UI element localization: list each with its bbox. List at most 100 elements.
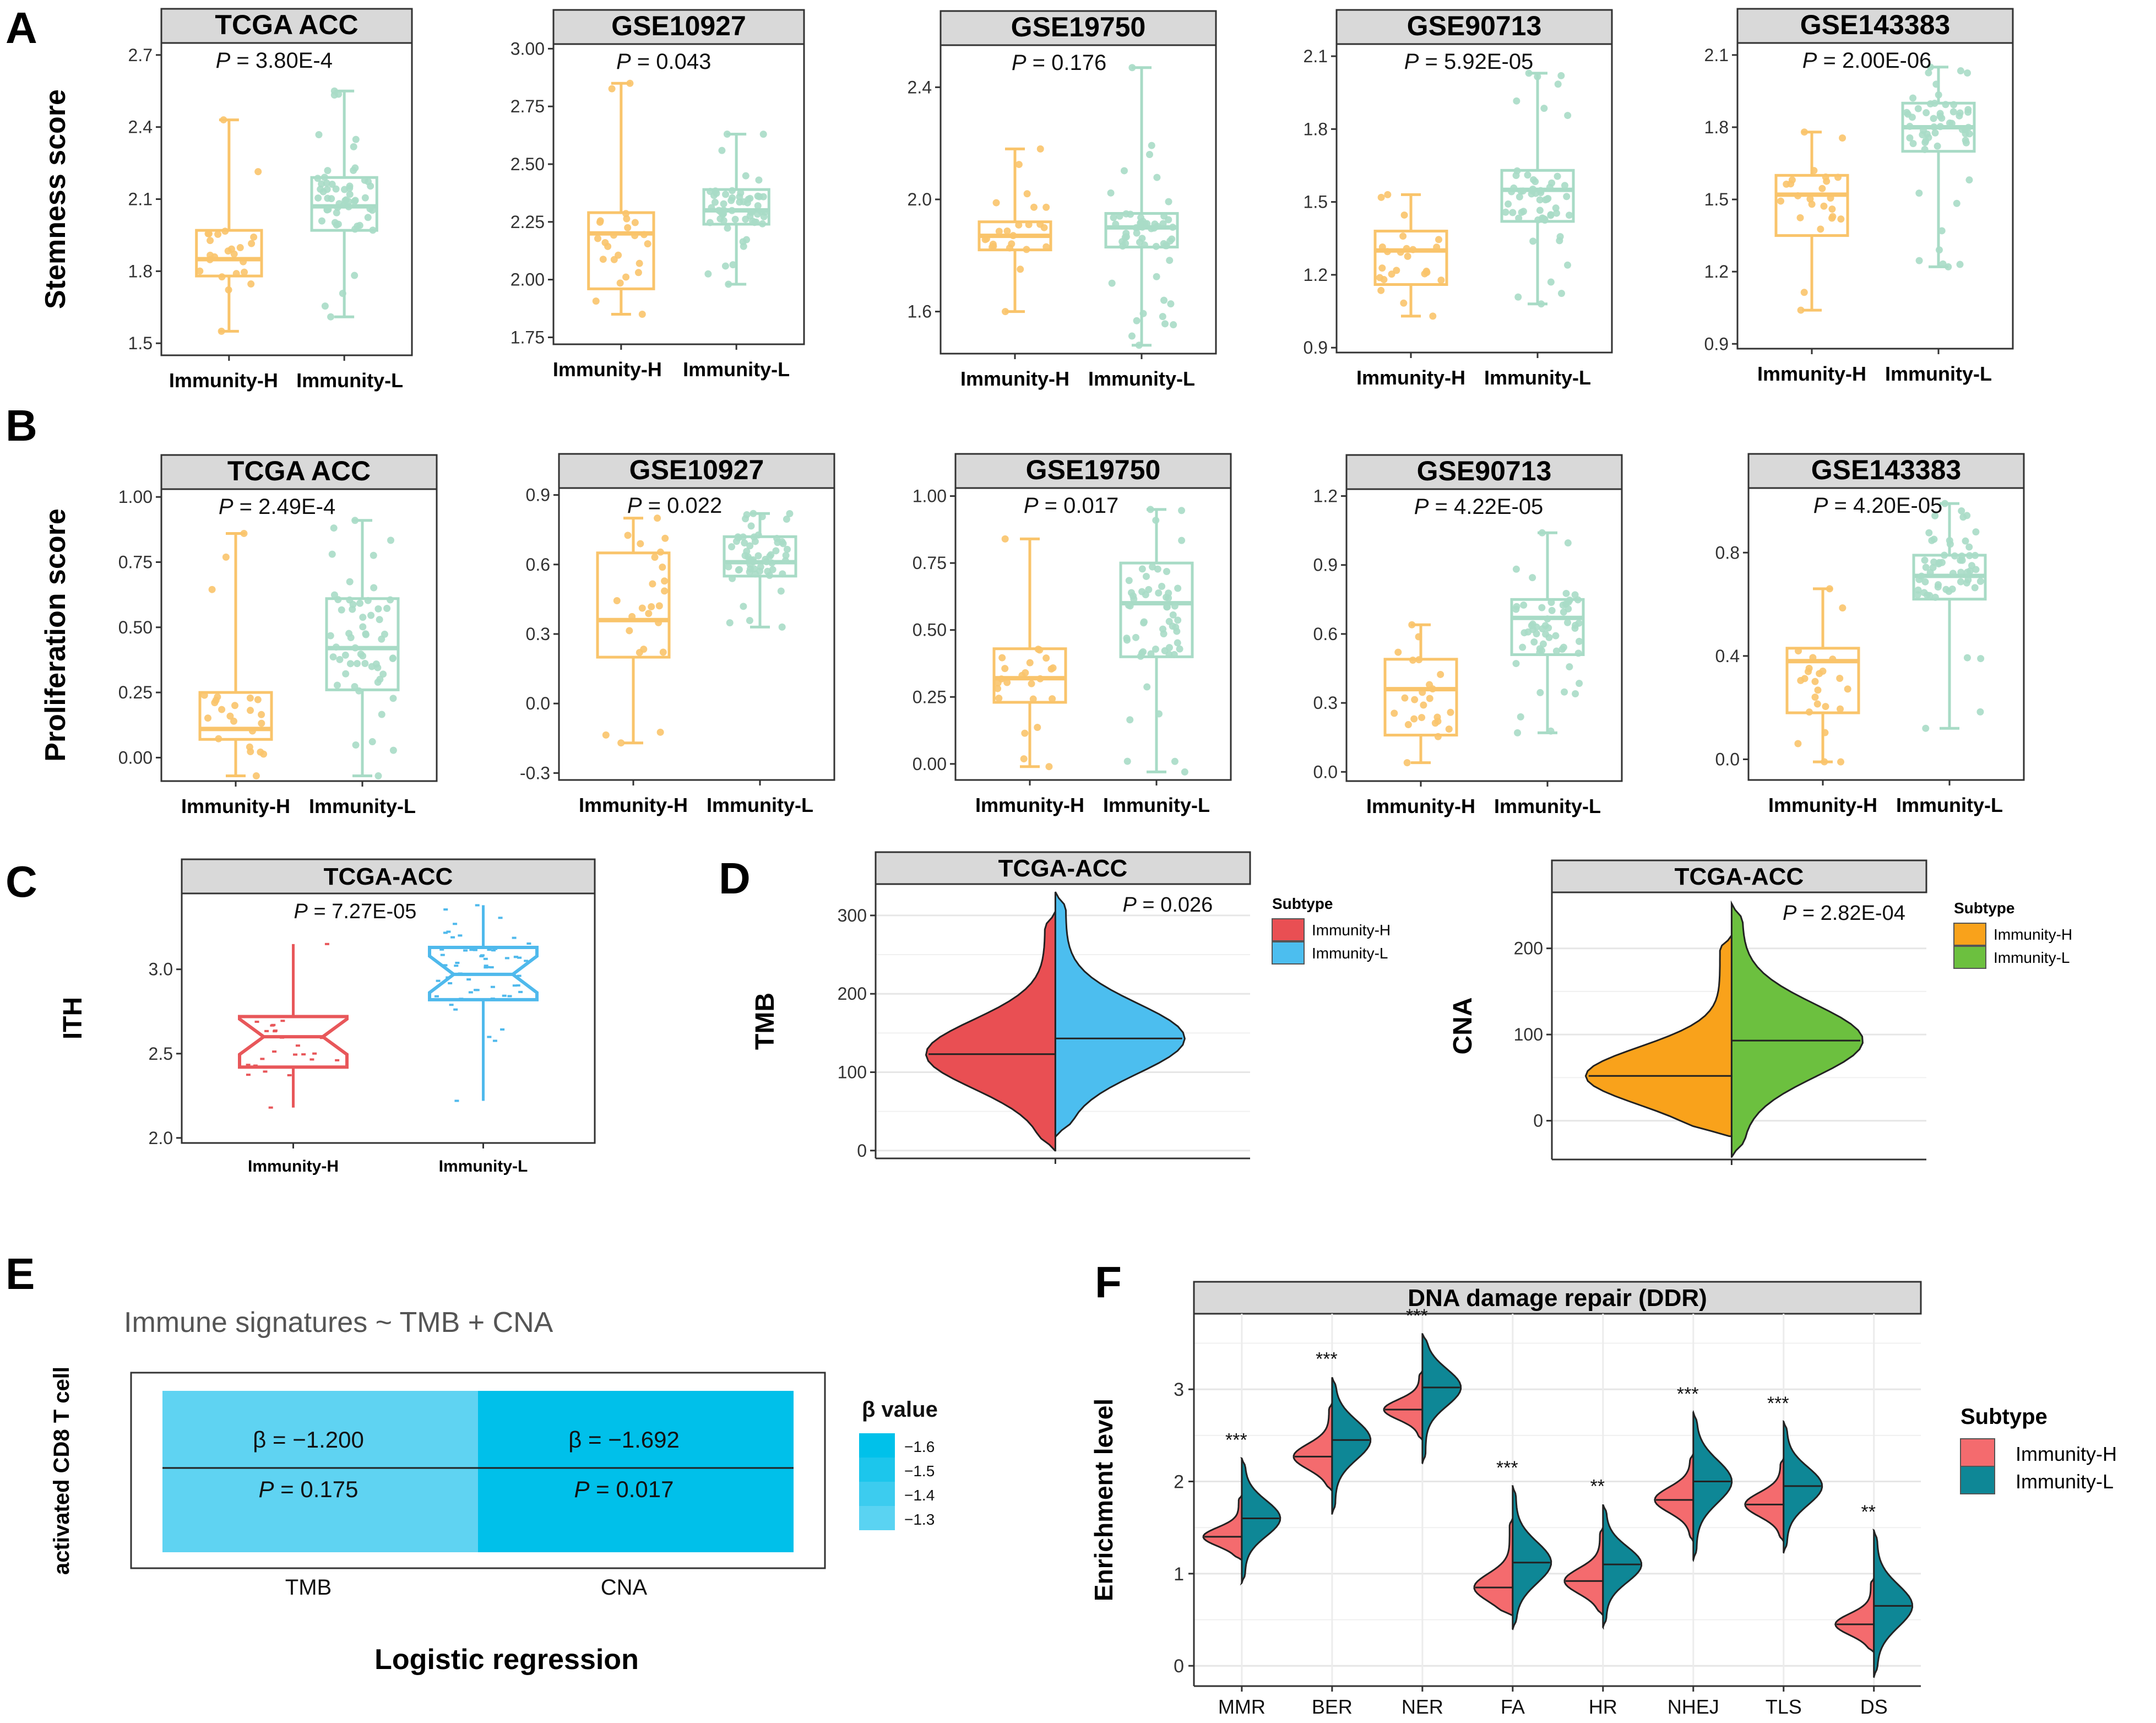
data-point — [765, 572, 773, 579]
data-point — [327, 313, 335, 321]
x-tick-label: NER — [1402, 1695, 1443, 1718]
data-point — [1142, 572, 1150, 580]
y-tick-label: 200 — [1514, 939, 1543, 958]
y-tick-label: 0.0 — [526, 693, 550, 713]
data-point — [1536, 196, 1544, 204]
data-point — [1429, 685, 1436, 693]
data-point — [1419, 689, 1426, 696]
data-point — [1520, 602, 1528, 609]
p-symbol: P — [1802, 48, 1817, 73]
data-point — [1828, 205, 1836, 213]
data-point — [725, 280, 732, 288]
data-point — [1154, 223, 1161, 230]
data-point — [628, 613, 636, 620]
data-point — [1829, 213, 1837, 220]
data-point — [1174, 616, 1182, 624]
data-point — [1548, 179, 1556, 187]
data-point — [1378, 243, 1386, 251]
data-point — [204, 714, 211, 722]
legend-tick-label: −1.4 — [904, 1487, 935, 1504]
data-point — [782, 551, 790, 559]
y-tick-label: 1.5 — [128, 333, 153, 353]
data-point — [1123, 757, 1131, 765]
y-tick-label: 2.75 — [511, 96, 545, 116]
data-point — [728, 207, 736, 214]
data-point — [1560, 608, 1567, 616]
data-point — [1827, 194, 1834, 202]
violin-FA: *** FA — [1473, 1457, 1552, 1718]
data-point — [1112, 220, 1120, 228]
y-axis-title: Enrichment level — [1089, 1399, 1118, 1601]
data-point — [1143, 220, 1151, 227]
data-point — [1001, 535, 1009, 543]
data-point — [1409, 656, 1417, 664]
p-symbol: P — [574, 1476, 590, 1502]
data-point — [1512, 660, 1520, 668]
data-point — [1552, 204, 1560, 212]
data-point — [640, 231, 648, 239]
data-point — [1536, 207, 1544, 214]
x-tick-label: MMR — [1218, 1695, 1266, 1718]
data-point — [321, 302, 329, 310]
data-point — [232, 270, 240, 278]
data-point — [1963, 69, 1971, 77]
data-point — [741, 552, 749, 560]
data-point — [1519, 208, 1527, 215]
data-point — [1914, 586, 1922, 594]
data-point — [356, 599, 364, 607]
data-point — [1139, 310, 1147, 317]
data-point — [1377, 286, 1385, 294]
data-point — [1169, 224, 1176, 231]
data-point — [1152, 645, 1159, 653]
data-point — [720, 210, 727, 218]
data-point — [1394, 648, 1402, 656]
data-point — [1530, 638, 1538, 646]
data-point — [1125, 602, 1132, 609]
p-value-label: P = 4.22E-05 — [1414, 495, 1544, 519]
panel-title: TCGA-ACC — [1675, 863, 1804, 890]
data-point — [720, 200, 727, 208]
significance-label: *** — [1406, 1305, 1428, 1326]
data-point — [1935, 91, 1942, 99]
p-symbol: P — [1813, 494, 1828, 518]
x-tick-label: Immunity-H — [1366, 795, 1475, 817]
data-point — [773, 535, 781, 543]
x-tick-label: Immunity-L — [707, 794, 813, 816]
data-point — [381, 630, 388, 638]
data-point — [759, 131, 767, 138]
data-point — [1029, 695, 1037, 703]
x-tick-label: HR — [1589, 1695, 1617, 1718]
significance-label: *** — [1316, 1348, 1338, 1369]
data-point — [345, 203, 352, 210]
data-point — [362, 630, 370, 638]
data-point — [341, 651, 349, 659]
legend-tick-label: −1.3 — [904, 1511, 935, 1528]
data-point — [196, 267, 204, 275]
data-point — [323, 179, 330, 187]
data-point — [1161, 242, 1169, 250]
data-point — [1017, 266, 1024, 273]
significance-label: *** — [1496, 1457, 1518, 1478]
data-point — [1817, 225, 1824, 233]
data-point — [781, 557, 789, 565]
data-point — [998, 654, 1006, 662]
significance-label: *** — [1677, 1384, 1699, 1405]
data-point — [735, 566, 742, 574]
data-point — [352, 741, 360, 749]
data-point — [1152, 242, 1160, 250]
y-tick-label: 1.00 — [913, 486, 947, 506]
data-point — [240, 258, 247, 266]
data-point — [754, 202, 762, 209]
facet-strip — [181, 858, 596, 895]
y-tick-label: 300 — [838, 906, 867, 925]
data-point — [1143, 683, 1151, 691]
data-point — [1797, 306, 1805, 314]
data-point — [368, 207, 376, 214]
data-point — [1561, 182, 1568, 189]
data-point — [1513, 167, 1521, 175]
p-value-label: P = 2.49E-4 — [219, 495, 335, 519]
data-point — [1403, 245, 1410, 252]
data-point — [1128, 332, 1136, 340]
data-point — [768, 559, 776, 567]
data-point — [1956, 112, 1963, 120]
